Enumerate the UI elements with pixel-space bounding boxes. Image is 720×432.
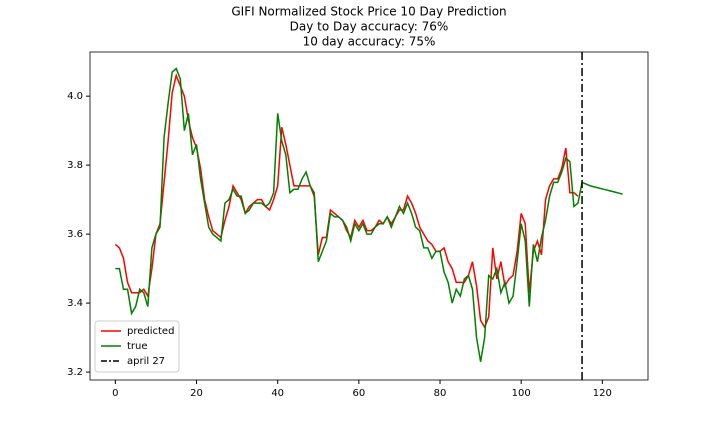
line-series <box>114 72 579 329</box>
x-tick-label: 80 <box>434 388 447 399</box>
y-tick-label: 3.2 <box>67 367 83 378</box>
chart-title: Day to Day accuracy: 76% <box>290 20 449 34</box>
x-tick-label: 20 <box>190 388 203 399</box>
x-tick-label: 100 <box>512 388 531 399</box>
x-tick-label: 60 <box>352 388 365 399</box>
axes-frame <box>89 51 649 381</box>
x-tick-label: 120 <box>593 388 612 399</box>
x-tick-label: 40 <box>271 388 284 399</box>
chart-title: GIFI Normalized Stock Price 10 Day Predi… <box>231 5 506 19</box>
legend-label: true <box>127 341 148 352</box>
y-tick-label: 3.4 <box>67 298 83 309</box>
legend-label: april 27 <box>127 356 165 367</box>
legend-label: predicted <box>127 326 174 337</box>
chart-title: 10 day accuracy: 75% <box>303 35 436 49</box>
x-tick-label: 0 <box>112 388 118 399</box>
line-series <box>115 67 623 362</box>
y-tick-label: 3.6 <box>67 229 83 240</box>
y-tick-label: 3.8 <box>67 160 83 171</box>
legend-box <box>94 320 180 373</box>
y-tick-label: 4.0 <box>67 91 83 102</box>
